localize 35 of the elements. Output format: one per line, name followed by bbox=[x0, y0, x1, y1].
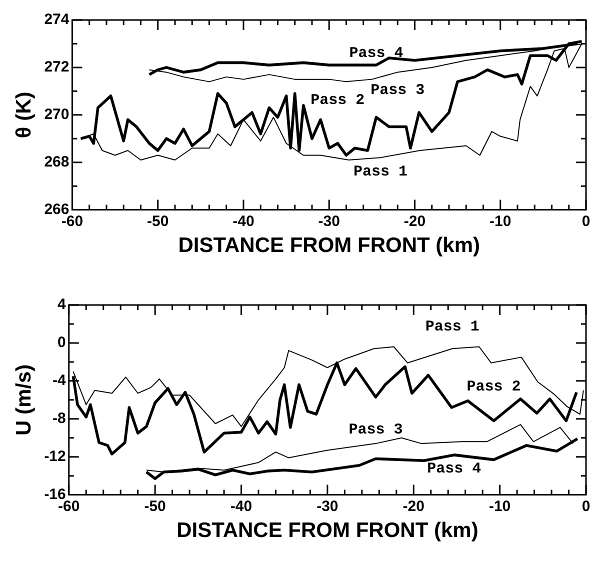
y-tick-label: 270 bbox=[44, 106, 70, 124]
x-tick-label: -60 bbox=[58, 498, 80, 515]
y-axis-title: U (m/s) bbox=[12, 364, 36, 436]
y-tick-label: -8 bbox=[52, 410, 66, 428]
y-tick-label: 272 bbox=[44, 58, 70, 76]
y-tick-label: 274 bbox=[44, 11, 70, 28]
x-tick-label: 0 bbox=[582, 498, 590, 515]
y-axis-title: θ (K) bbox=[12, 92, 36, 138]
x-tick-label: -20 bbox=[404, 212, 426, 230]
y-tick-label: -12 bbox=[44, 448, 66, 465]
series-label: Pass 3 bbox=[370, 82, 425, 99]
series-label: Pass 2 bbox=[466, 378, 521, 396]
y-tick-label: 268 bbox=[44, 153, 70, 170]
x-tick-label: -10 bbox=[490, 212, 512, 230]
x-tick-label: -50 bbox=[147, 212, 169, 230]
legend-label: Pass 4 bbox=[349, 44, 404, 62]
series-label: Pass 4 bbox=[427, 460, 482, 478]
x-tick-label: -50 bbox=[144, 498, 166, 515]
series-label: Pass 2 bbox=[310, 92, 365, 110]
x-tick-label: 0 bbox=[582, 212, 590, 230]
y-tick-label: -4 bbox=[52, 372, 67, 390]
x-axis-title: DISTANCE FROM FRONT (km) bbox=[176, 519, 478, 542]
series-label: Pass 3 bbox=[348, 421, 403, 438]
x-tick-label: -40 bbox=[232, 212, 254, 230]
x-tick-label: -40 bbox=[230, 498, 252, 515]
x-tick-label: -20 bbox=[402, 498, 424, 515]
x-axis-title: DISTANCE FROM FRONT (km) bbox=[178, 234, 480, 258]
y-tick-label: 0 bbox=[58, 334, 66, 352]
y-tick-label: 4 bbox=[58, 296, 67, 314]
x-tick-label: -30 bbox=[318, 212, 340, 230]
series-label: Pass 1 bbox=[353, 163, 408, 180]
legend-label: Pass 1 bbox=[425, 318, 480, 336]
x-tick-label: -60 bbox=[61, 212, 84, 230]
x-tick-label: -30 bbox=[316, 498, 338, 515]
x-tick-label: -10 bbox=[488, 498, 511, 515]
